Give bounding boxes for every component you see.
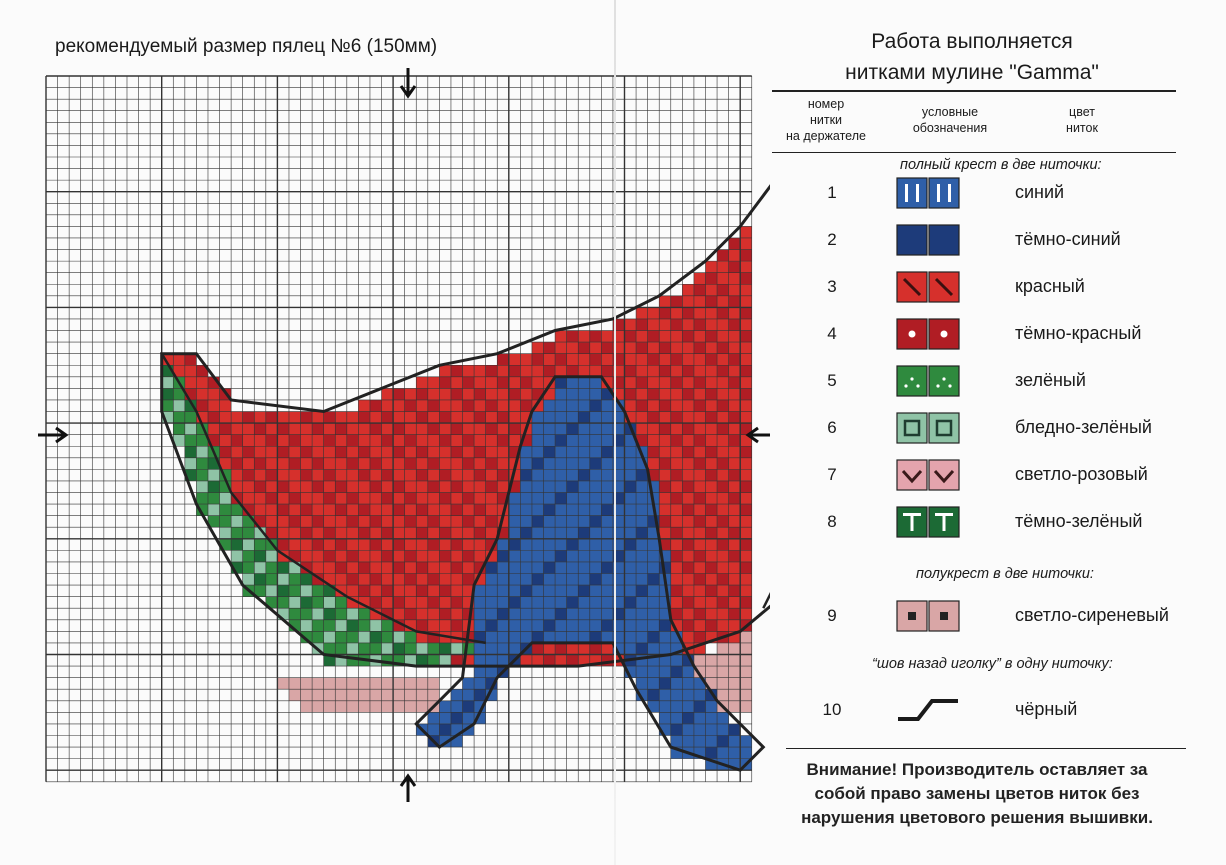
thread-number: 4	[827, 324, 837, 343]
legend-title-line2: нитками мулине "Gamma"	[845, 61, 1099, 84]
hoop-size-note: рекомендуемый размер пялец №6 (150мм)	[55, 36, 438, 57]
thread-symbol-moon-icon	[896, 224, 960, 256]
thread-row-3: 3 красный	[772, 270, 1226, 304]
divider-header	[772, 152, 1176, 153]
thread-row-9: 9 светло-сиреневый	[772, 599, 1226, 633]
thread-number: 2	[827, 230, 837, 249]
cross-stitch-chart	[38, 68, 770, 802]
page-fold	[614, 0, 616, 865]
thread-row-6: 6 бледно-зелёный	[772, 411, 1226, 445]
section-half-cross: полукрест в две ниточки:	[916, 566, 1094, 582]
thread-symbol-bars-icon	[896, 177, 960, 209]
thread-color-name: тёмно-синий	[1015, 229, 1121, 249]
thread-row-5: 5 зелёный	[772, 364, 1226, 398]
section-backstitch: “шов назад иголку” в одну ниточку:	[872, 656, 1113, 672]
thread-color-name: светло-розовый	[1015, 464, 1148, 484]
thread-symbol-tee-icon	[896, 506, 960, 538]
column-header-number: номер нитки на держателе	[786, 97, 866, 143]
divider-top	[772, 90, 1176, 92]
thread-number: 5	[827, 371, 837, 390]
thread-color-name: бледно-зелёный	[1015, 417, 1152, 437]
thread-color-name: чёрный	[1015, 699, 1078, 719]
thread-number: 8	[827, 512, 837, 531]
column-header-symbol: условные обозначения	[912, 105, 988, 135]
thread-symbol-dot-icon	[896, 318, 960, 350]
thread-color-name: светло-сиреневый	[1015, 605, 1169, 625]
thread-row-2: 2 тёмно-синий	[772, 223, 1226, 257]
legend-title-line1: Работа выполняется	[871, 30, 1073, 53]
column-header-color: цвет ниток	[1066, 105, 1098, 135]
thread-number: 10	[822, 700, 842, 719]
thread-color-name: тёмно-зелёный	[1015, 511, 1143, 531]
thread-symbol-slash-icon	[896, 271, 960, 303]
thread-symbol-dots-icon	[896, 365, 960, 397]
thread-number: 6	[827, 418, 837, 437]
thread-color-name: красный	[1015, 276, 1085, 296]
notice-text: Внимание! Производитель оставляет за соб…	[801, 760, 1153, 827]
section-full-cross: полный крест в две ниточки:	[900, 157, 1102, 173]
thread-number: 1	[827, 183, 837, 202]
thread-number: 7	[827, 465, 837, 484]
thread-row-7: 7 светло-розовый	[772, 458, 1226, 492]
thread-color-name: синий	[1015, 182, 1065, 202]
thread-symbol-square-icon	[896, 412, 960, 444]
legend-title: Работа выполняется нитками мулине "Gamma…	[772, 26, 1172, 88]
chart-grid	[38, 68, 770, 802]
thread-row-4: 4 тёмно-красный	[772, 317, 1226, 351]
thread-symbol-line-icon	[898, 699, 958, 721]
thread-row-10: 10 чёрный	[772, 693, 1226, 727]
thread-number: 9	[827, 606, 837, 625]
thread-row-8: 8 тёмно-зелёный	[772, 505, 1226, 539]
thread-number: 3	[827, 277, 837, 296]
thread-color-name: зелёный	[1015, 370, 1086, 390]
thread-color-name: тёмно-красный	[1015, 323, 1142, 343]
thread-symbol-vee-icon	[896, 459, 960, 491]
thread-symbol-smallsq-icon	[896, 600, 960, 632]
legend-panel: Работа выполняется нитками мулине "Gamma…	[772, 0, 1226, 865]
divider-bottom	[786, 748, 1186, 749]
thread-row-1: 1 синий	[772, 176, 1226, 210]
